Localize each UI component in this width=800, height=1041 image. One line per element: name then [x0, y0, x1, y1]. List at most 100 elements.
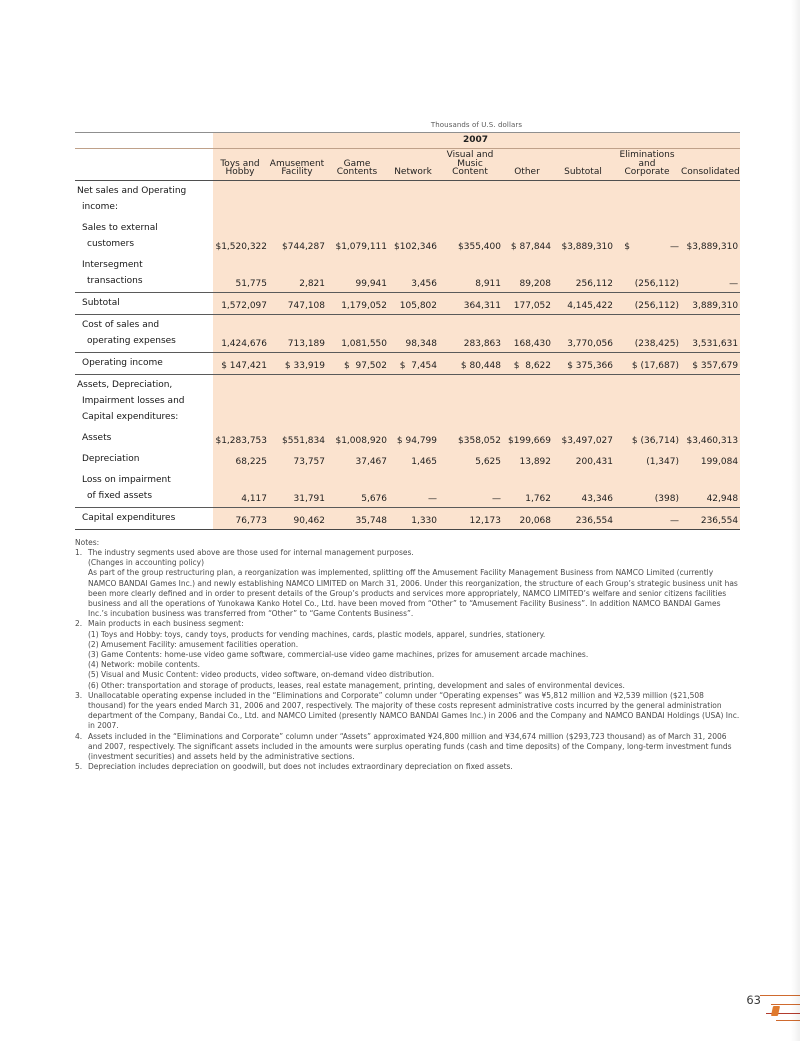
table-cell: 1,081,550 — [327, 314, 389, 353]
table-cell: $1,008,920 — [327, 427, 389, 449]
table-row: Capital expenditures 76,773 90,462 35,748 1,… — [75, 506, 741, 530]
table-header: 2007 Toys and Hobby Amusement Facility Game Co… — [75, 132, 741, 181]
table-cell: $3,497,027 — [553, 427, 615, 449]
note-paragraph: Unallocatable operating expense included… — [88, 690, 740, 731]
table-row: Cost of sales and operating expenses 1,424… — [75, 314, 741, 353]
table-cell: 364,311 — [439, 291, 503, 315]
row-label: Operating income — [75, 351, 213, 375]
table-cell — [439, 180, 503, 218]
table-cell: 73,757 — [269, 448, 327, 470]
table-cell: 236,554 — [553, 506, 615, 530]
table-cell: 199,084 — [681, 448, 741, 470]
column-header-toys-and-hobby: Toys and Hobby — [213, 148, 269, 181]
table-cell: 1,424,676 — [213, 314, 269, 353]
table-cell — [681, 180, 741, 218]
table-cell — [389, 374, 439, 428]
table-cell: 1,465 — [389, 448, 439, 470]
note-paragraph: (Changes in accounting policy) — [88, 558, 205, 568]
table-cell: 4,117 — [213, 469, 269, 508]
note-body: Depreciation includes depreciation on go… — [88, 762, 740, 772]
page-content: Thousands of U.S. dollars 2007 Toys and Ho… — [75, 121, 741, 773]
notes-section: Notes: 1. The industry segments used abov… — [75, 538, 740, 773]
table-cell: $ 375,366 — [553, 351, 615, 375]
note-body: The industry segments used above are tho… — [88, 548, 740, 619]
note-body: Unallocatable operating expense included… — [88, 691, 740, 732]
table-cell: 42,948 — [681, 469, 741, 508]
table-cell: 4,145,422 — [553, 291, 615, 315]
table-cell — [327, 180, 389, 218]
table-cell: $ (17,687) — [615, 351, 681, 375]
table-cell: 3,456 — [389, 254, 439, 293]
table-cell: $1,079,111 — [327, 217, 389, 255]
note-paragraph: (2) Amusement Facility: amusement facili… — [88, 639, 299, 649]
table-cell: (238,425) — [615, 314, 681, 353]
table-cell: $1,283,753 — [213, 427, 269, 449]
table-cell: 1,179,052 — [327, 291, 389, 315]
table-row: Loss on impairment of fixed assets 4,117 31… — [75, 469, 741, 508]
note-item-5: 5. Depreciation includes depreciation on … — [75, 762, 740, 772]
table-cell: 13,892 — [503, 448, 553, 470]
table-cell: $ 7,454 — [389, 351, 439, 375]
note-paragraph: The industry segments used above are tho… — [88, 547, 414, 557]
table-cell: 90,462 — [269, 506, 327, 530]
column-header-other: Other — [503, 148, 553, 181]
table-cell — [553, 180, 615, 218]
column-header-network: Network — [389, 148, 439, 181]
units-label: Thousands of U.S. dollars — [430, 121, 523, 129]
table-cell: — — [615, 506, 681, 530]
table-cell: (256,112) — [615, 291, 681, 315]
row-label: Net sales and Operating income: — [75, 180, 213, 218]
table-cell: 1,762 — [503, 469, 553, 508]
table-cell: 68,225 — [213, 448, 269, 470]
table-cell: — — [389, 469, 439, 508]
note-item-3: 3. Unallocatable operating expense includ… — [75, 691, 740, 732]
table-cell: 76,773 — [213, 506, 269, 530]
table-cell: 747,108 — [269, 291, 327, 315]
table-cell — [553, 374, 615, 428]
column-header-row: Toys and Hobby Amusement Facility Game Conten… — [75, 148, 741, 181]
table-cell: 98,348 — [389, 314, 439, 353]
table-cell: 3,770,056 — [553, 314, 615, 353]
table-cell: 37,467 — [327, 448, 389, 470]
ornament-line-icon — [760, 995, 800, 996]
table-row: Subtotal 1,572,097 747,108 1,179,052 105,802… — [75, 291, 741, 315]
table-cell: $102,346 — [389, 217, 439, 255]
table-cell: 5,625 — [439, 448, 503, 470]
year-header: 2007 — [213, 132, 741, 149]
table-cell — [327, 374, 389, 428]
table-cell: 35,748 — [327, 506, 389, 530]
table-cell: (398) — [615, 469, 681, 508]
table-cell — [681, 374, 741, 428]
note-item-1: 1. The industry segments used above are t… — [75, 548, 740, 619]
table-cell: $355,400 — [439, 217, 503, 255]
table-row: Assets, Depreciation, Impairment losses a… — [75, 374, 741, 428]
table-cell: $ — — [615, 217, 681, 255]
year-row: 2007 — [75, 132, 741, 149]
table-cell: $ 33,919 — [269, 351, 327, 375]
row-label: Depreciation — [75, 448, 213, 470]
note-paragraph: As part of the group restructuring plan,… — [88, 568, 738, 619]
table-cell: $ 97,502 — [327, 351, 389, 375]
note-paragraph: (4) Network: mobile contents. — [88, 660, 201, 670]
table-cell: 105,802 — [389, 291, 439, 315]
table-cell: $ 357,679 — [681, 351, 741, 375]
table-cell: 256,112 — [553, 254, 615, 293]
table-cell — [213, 374, 269, 428]
table-cell: $358,052 — [439, 427, 503, 449]
notes-title: Notes: — [75, 537, 100, 547]
note-number: 3. — [75, 690, 83, 700]
page-number: 63 — [746, 993, 761, 1007]
table-cell: 3,531,631 — [681, 314, 741, 353]
table-cell: 43,346 — [553, 469, 615, 508]
note-number: 5. — [75, 762, 83, 772]
column-header-game-contents: Game Contents — [327, 148, 389, 181]
ornament-line-icon — [771, 1004, 800, 1005]
row-label: Assets — [75, 427, 213, 449]
table-row: Depreciation 68,225 73,757 37,467 1,465 5,625… — [75, 448, 741, 470]
note-paragraph: Main products in each business segment: — [88, 619, 244, 629]
table-cell: 1,572,097 — [213, 291, 269, 315]
table-cell: $ 147,421 — [213, 351, 269, 375]
note-body: Assets included in the “Eliminations and… — [88, 732, 740, 763]
row-label: Subtotal — [75, 291, 213, 315]
